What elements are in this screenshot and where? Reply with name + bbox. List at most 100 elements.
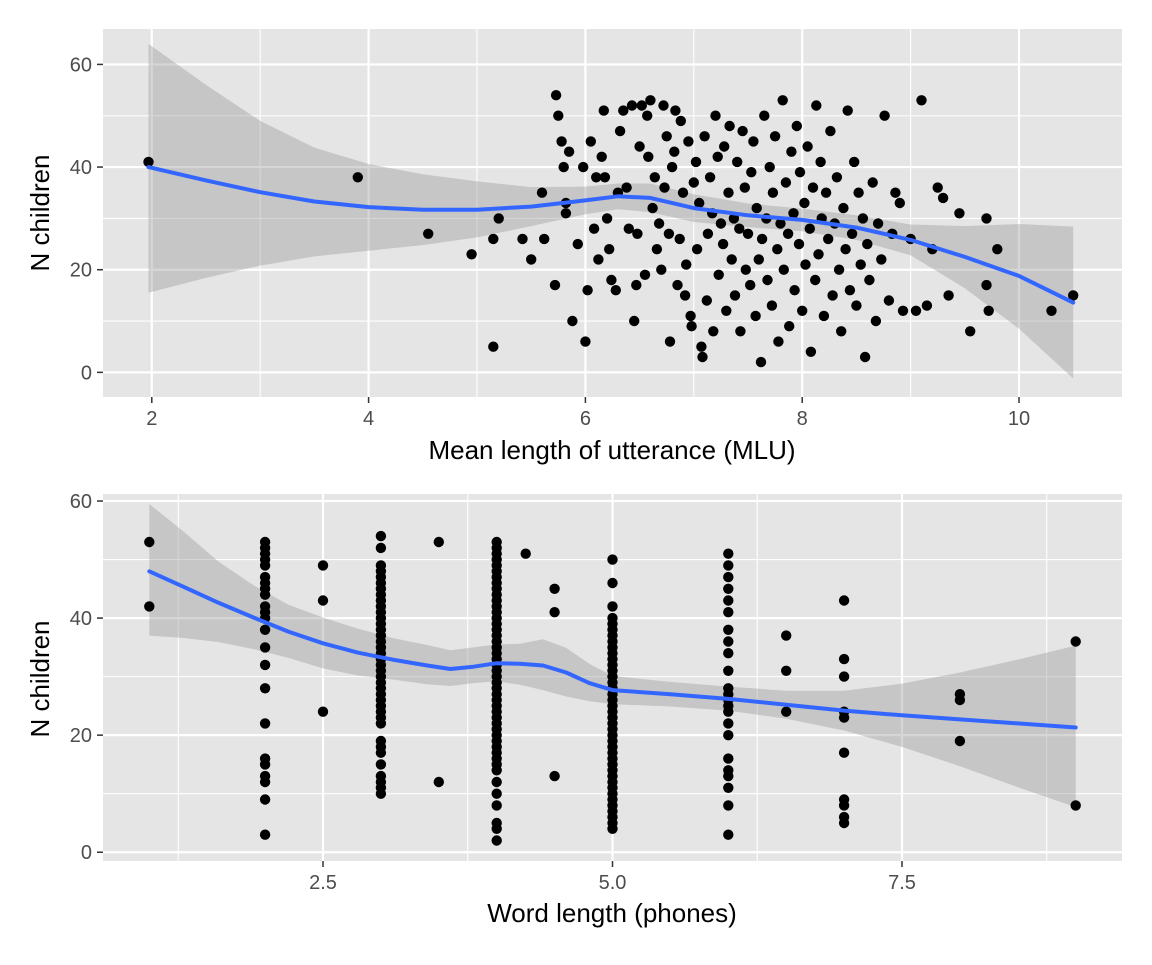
word-length-data-point xyxy=(375,788,387,799)
word-length-data-point xyxy=(838,817,850,829)
word-length-data-point xyxy=(549,770,560,782)
mlu-data-point xyxy=(604,244,615,255)
word-length-data-point xyxy=(491,765,502,776)
word-length-data-point xyxy=(723,829,734,840)
mlu-data-point xyxy=(567,315,578,327)
word-length-y-tick-label: 20 xyxy=(70,725,92,747)
mlu-data-point xyxy=(699,131,710,142)
mlu-data-point xyxy=(143,156,154,168)
mlu-data-point xyxy=(669,146,680,157)
mlu-data-point xyxy=(623,223,634,234)
word-length-data-point xyxy=(723,718,734,729)
mlu-data-point xyxy=(827,290,838,301)
mlu-data-point xyxy=(634,141,645,152)
mlu-data-point xyxy=(932,182,943,193)
mlu-data-point xyxy=(690,156,702,168)
mlu-data-point xyxy=(805,346,817,357)
word-length-data-point xyxy=(259,589,271,600)
word-length-data-point xyxy=(259,776,271,788)
word-length-data-point xyxy=(723,571,734,583)
mlu-data-point xyxy=(859,351,871,363)
mlu-data-point xyxy=(632,228,643,239)
word-length-data-point xyxy=(317,706,329,717)
word-length-data-point xyxy=(954,735,966,747)
word-length-data-point xyxy=(781,706,792,717)
mlu-data-point xyxy=(750,310,761,322)
mlu-data-point xyxy=(558,161,569,173)
word-length-data-point xyxy=(723,782,734,793)
word-length-data-point xyxy=(838,671,850,682)
word-length-data-point xyxy=(723,665,734,676)
word-length-data-point xyxy=(144,601,155,612)
mlu-data-point xyxy=(981,213,992,224)
mlu-data-point xyxy=(883,295,895,306)
word-length-data-point xyxy=(607,577,618,589)
mlu-data-point xyxy=(517,233,528,245)
word-length-data-point xyxy=(723,800,734,811)
mlu-data-point xyxy=(1046,305,1057,316)
mlu-data-point xyxy=(794,167,806,178)
mlu-data-point xyxy=(802,141,813,152)
mlu-data-point xyxy=(719,141,730,152)
mlu-data-point xyxy=(864,274,875,286)
word-length-data-point xyxy=(375,718,387,729)
mlu-data-point xyxy=(784,321,795,332)
word-length-smooth-line xyxy=(147,569,1078,730)
mlu-data-point xyxy=(656,264,667,275)
mlu-data-point xyxy=(582,285,593,296)
word-length-data-point xyxy=(259,829,271,840)
mlu-data-point xyxy=(954,208,965,219)
mlu-data-point xyxy=(539,233,550,245)
word-length-data-point xyxy=(1070,636,1081,647)
mlu-data-point xyxy=(916,95,927,106)
mlu-data-point xyxy=(649,172,660,183)
mlu-data-point xyxy=(696,341,707,352)
mlu-data-point xyxy=(614,125,626,137)
mlu-data-point xyxy=(800,259,811,270)
mlu-data-point xyxy=(659,182,670,193)
mlu-data-point xyxy=(723,187,734,198)
mlu-data-point xyxy=(762,274,773,286)
mlu-smooth-line xyxy=(146,165,1076,305)
mlu-data-point xyxy=(857,213,869,224)
word-length-data-point xyxy=(259,624,271,635)
word-length-data-point xyxy=(723,770,734,782)
mlu-data-point xyxy=(688,177,699,188)
mlu-data-point xyxy=(965,326,976,337)
mlu-data-point xyxy=(721,305,732,316)
word-length-y-axis-title: N children xyxy=(25,620,55,737)
mlu-data-point xyxy=(740,264,751,275)
mlu-data-point xyxy=(653,218,665,229)
mlu-data-point xyxy=(663,228,675,239)
word-length-data-point xyxy=(723,548,734,559)
mlu-data-point xyxy=(983,305,994,316)
mlu-data-point xyxy=(778,264,789,275)
mlu-data-point xyxy=(629,315,640,327)
mlu-y-axis-title: N children xyxy=(25,154,55,271)
word-length-data-point xyxy=(259,794,271,805)
mlu-x-tick-label: 10 xyxy=(1008,408,1030,430)
mlu-data-point xyxy=(598,105,609,116)
word-length-data-point xyxy=(723,753,734,764)
mlu-data-point xyxy=(601,213,613,224)
mlu-data-point xyxy=(606,274,617,286)
mlu-data-point xyxy=(666,161,678,173)
mlu-data-point xyxy=(647,202,658,214)
mlu-data-point xyxy=(658,100,669,111)
mlu-data-point xyxy=(840,244,851,255)
word-length-data-point xyxy=(259,659,271,671)
mlu-data-point xyxy=(745,279,756,291)
mlu-data-point xyxy=(549,279,561,291)
word-length-x-axis-title: Word length (phones) xyxy=(487,898,737,928)
mlu-data-point xyxy=(717,238,729,250)
mlu-data-point xyxy=(618,105,629,116)
mlu-data-point xyxy=(621,182,632,193)
mlu-data-point xyxy=(728,213,740,224)
mlu-data-point xyxy=(560,208,572,219)
mlu-data-point xyxy=(818,310,830,322)
mlu-data-point xyxy=(593,254,604,265)
word-length-data-point xyxy=(491,800,502,811)
word-length-x-tick-label: 7.5 xyxy=(888,872,916,894)
